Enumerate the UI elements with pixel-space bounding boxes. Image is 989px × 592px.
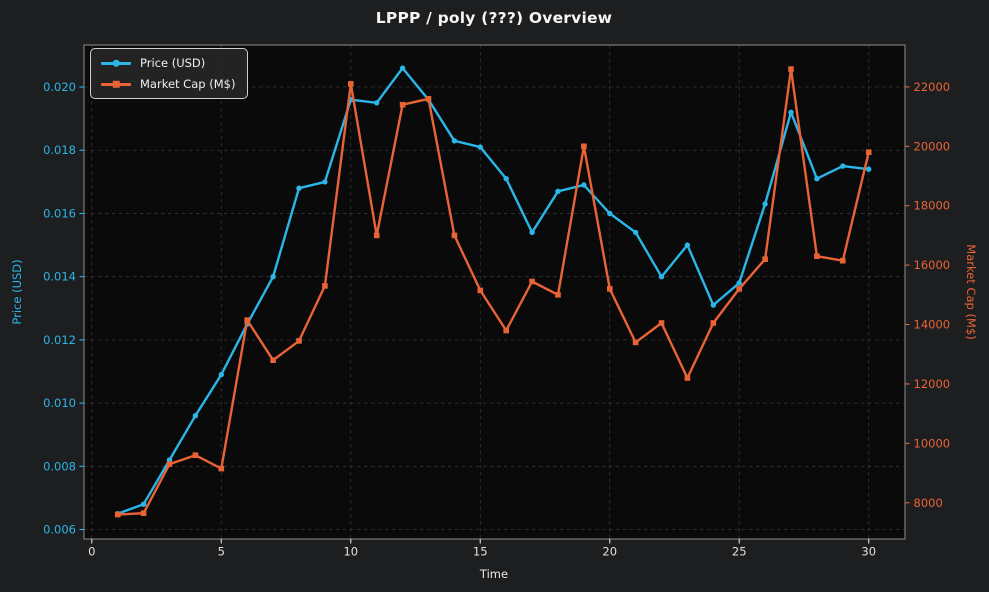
marketcap-marker bbox=[425, 96, 432, 102]
x-tick-label: 20 bbox=[602, 545, 617, 559]
marketcap-marker bbox=[840, 257, 846, 264]
y-tick-label-right: 8000 bbox=[914, 496, 943, 510]
y-tick-label-left: 0.020 bbox=[43, 80, 76, 94]
y-tick-label-right: 18000 bbox=[914, 199, 951, 213]
marketcap-marker bbox=[244, 317, 250, 323]
marketcap-marker bbox=[788, 66, 794, 72]
price-marker bbox=[607, 210, 613, 217]
marketcap-marker bbox=[607, 286, 613, 292]
price-marker bbox=[684, 242, 691, 248]
price-marker bbox=[840, 163, 846, 169]
price-marker bbox=[140, 501, 147, 507]
price-marker bbox=[218, 371, 224, 378]
price-marker bbox=[814, 176, 820, 182]
legend-item-price: Price (USD) bbox=[101, 56, 235, 70]
marketcap-marker bbox=[684, 375, 691, 381]
marketcap-marker bbox=[399, 101, 406, 108]
marketcap-marker bbox=[114, 511, 121, 518]
price-marker bbox=[581, 182, 587, 188]
chart-title: LPPP / poly (???) Overview bbox=[375, 9, 613, 27]
marketcap-marker bbox=[632, 339, 639, 346]
price-marker bbox=[296, 185, 302, 191]
marketcap-marker bbox=[865, 149, 872, 155]
x-tick-label: 30 bbox=[861, 545, 876, 559]
price-marker bbox=[451, 138, 458, 144]
price-marker bbox=[192, 413, 199, 419]
marketcap-marker bbox=[814, 253, 820, 259]
marketcap-marker bbox=[192, 452, 199, 458]
legend-label-marketcap: Market Cap (M$) bbox=[140, 77, 236, 91]
marketcap-marker bbox=[581, 143, 587, 150]
price-marker bbox=[529, 229, 535, 236]
legend-item-marketcap: Market Cap (M$) bbox=[101, 77, 235, 91]
y-tick-label-right: 12000 bbox=[914, 377, 951, 391]
y-tick-label-left: 0.012 bbox=[43, 333, 76, 347]
marketcap-marker bbox=[710, 320, 717, 326]
y-tick-label-left: 0.008 bbox=[43, 459, 76, 473]
y-tick-label-left: 0.014 bbox=[43, 270, 76, 284]
y-tick-label-left: 0.010 bbox=[43, 396, 76, 410]
y-tick-label-left: 0.016 bbox=[43, 206, 76, 220]
price-marker bbox=[658, 274, 665, 280]
price-marker bbox=[374, 100, 380, 106]
x-tick-label: 15 bbox=[473, 545, 488, 559]
marketcap-marker bbox=[529, 278, 535, 285]
marketcap-marker bbox=[736, 286, 742, 292]
marketcap-marker bbox=[503, 327, 509, 334]
price-marker bbox=[710, 302, 716, 308]
price-marker bbox=[736, 280, 742, 286]
marketcap-marker bbox=[270, 357, 276, 363]
marketcap-line bbox=[116, 67, 870, 516]
y-tick-label-left: 0.006 bbox=[43, 523, 76, 537]
plot-area bbox=[84, 45, 905, 539]
marketcap-marker bbox=[140, 510, 147, 516]
price-marker bbox=[762, 201, 768, 207]
price-marker bbox=[270, 274, 276, 280]
x-tick-label: 0 bbox=[88, 545, 95, 559]
y-axis-label-right: Market Cap (M$) bbox=[964, 244, 978, 340]
marketcap-marker bbox=[348, 81, 354, 87]
price-marker bbox=[555, 188, 561, 194]
x-tick-label: 10 bbox=[343, 545, 358, 559]
legend-label-price: Price (USD) bbox=[140, 56, 206, 70]
y-tick-label-right: 22000 bbox=[914, 80, 951, 94]
price-line-swatch bbox=[101, 59, 131, 67]
marketcap-marker bbox=[373, 232, 380, 239]
marketcap-marker bbox=[451, 232, 458, 239]
y-tick-label-right: 20000 bbox=[914, 139, 951, 153]
marketcap-marker bbox=[658, 320, 665, 326]
marketcap-marker bbox=[296, 338, 302, 344]
price-marker bbox=[477, 144, 483, 150]
marketcap-marker bbox=[762, 256, 768, 262]
legend: Price (USD) Market Cap (M$) bbox=[90, 48, 249, 99]
price-marker bbox=[322, 179, 328, 185]
price-marker bbox=[503, 176, 509, 182]
marketcap-marker bbox=[555, 292, 561, 298]
y-tick-label-left: 0.018 bbox=[43, 143, 76, 157]
price-marker-icon bbox=[112, 59, 120, 67]
price-marker bbox=[632, 229, 639, 236]
x-tick-label: 5 bbox=[218, 545, 225, 559]
price-line bbox=[116, 66, 870, 515]
marketcap-marker bbox=[477, 287, 484, 294]
marketcap-marker bbox=[166, 461, 173, 467]
x-tick-label: 25 bbox=[732, 545, 747, 559]
plot-border bbox=[83, 44, 906, 540]
y-axis-label-left: Price (USD) bbox=[10, 259, 24, 325]
marketcap-line-swatch bbox=[101, 80, 131, 88]
price-marker bbox=[866, 166, 872, 172]
x-axis-label: Time bbox=[479, 567, 509, 581]
y-tick-label-right: 10000 bbox=[914, 436, 951, 450]
y-tick-label-right: 14000 bbox=[914, 318, 951, 332]
marketcap-marker-icon bbox=[112, 80, 120, 88]
price-marker bbox=[399, 65, 406, 71]
price-marker bbox=[788, 109, 794, 116]
y-tick-label-right: 16000 bbox=[914, 258, 951, 272]
marketcap-marker bbox=[218, 465, 225, 472]
marketcap-marker bbox=[322, 283, 328, 289]
